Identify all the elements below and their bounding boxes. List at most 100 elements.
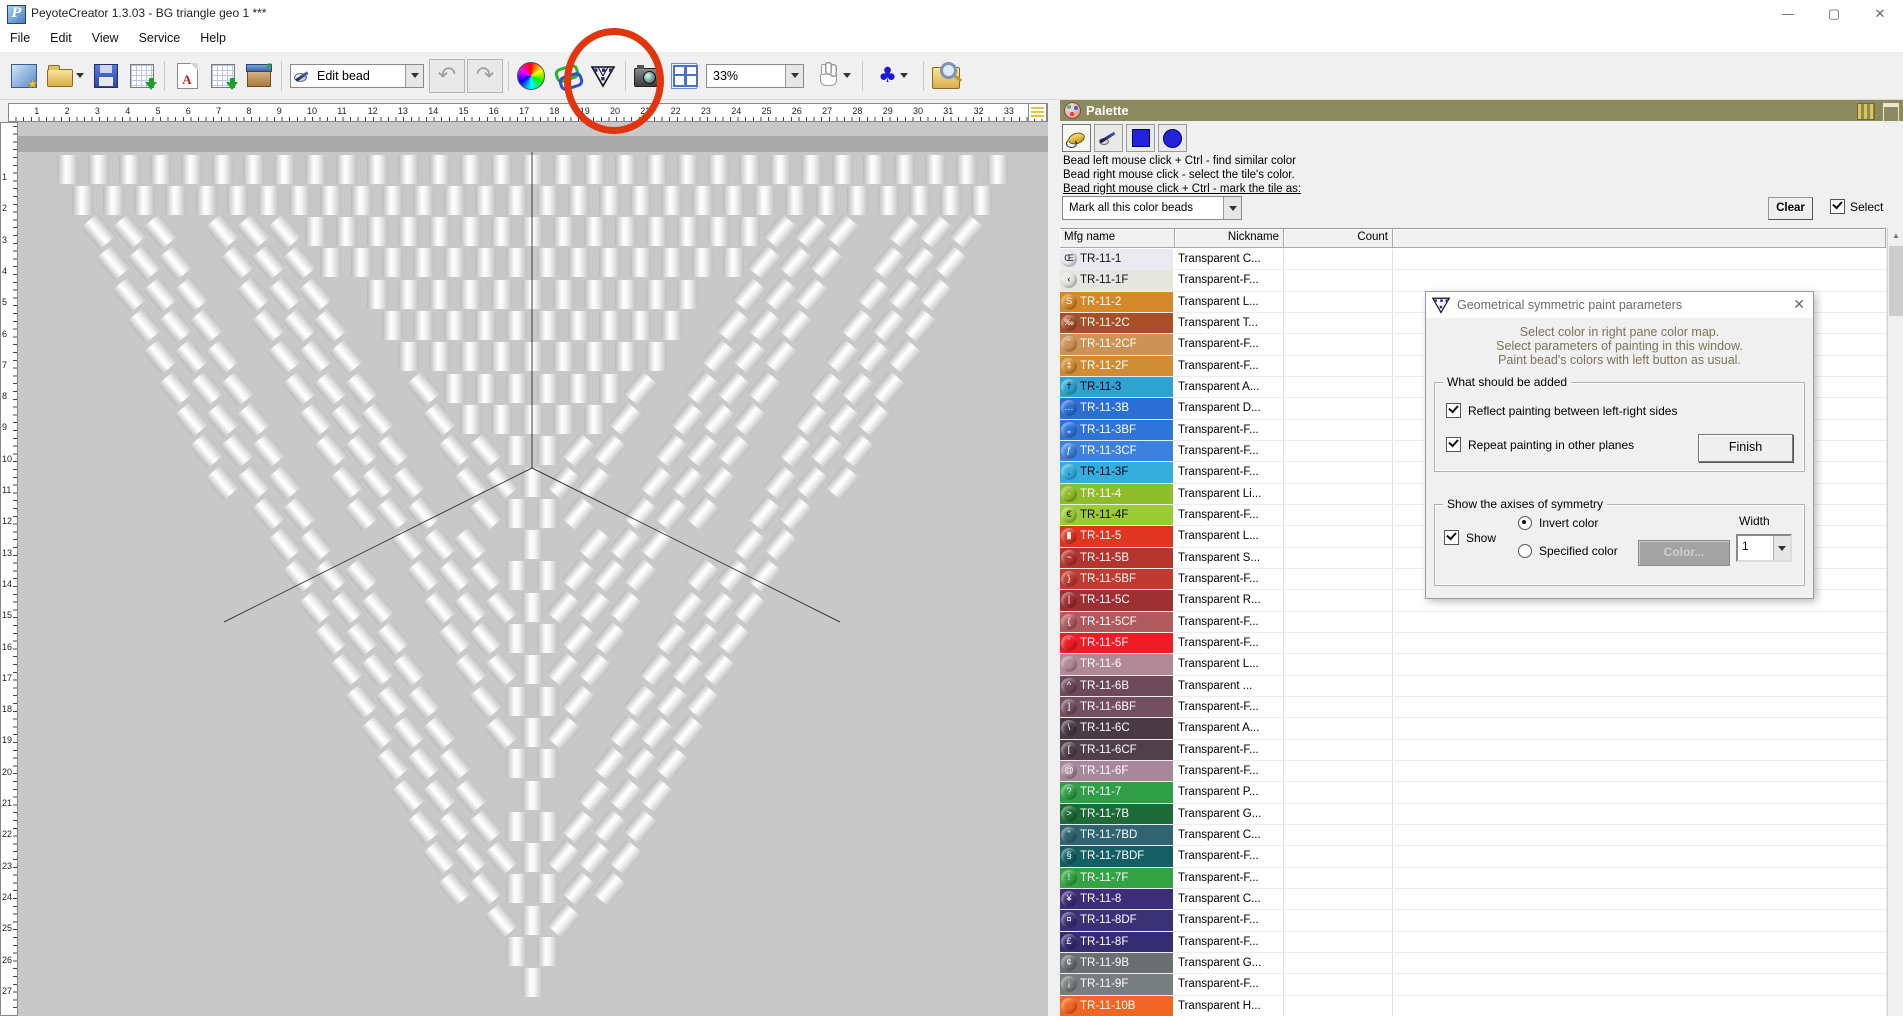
bead[interactable] bbox=[413, 311, 434, 340]
bead[interactable] bbox=[552, 342, 574, 372]
bead[interactable] bbox=[344, 370, 379, 406]
bead[interactable] bbox=[149, 154, 171, 184]
bead[interactable] bbox=[537, 811, 558, 841]
bead[interactable] bbox=[685, 370, 720, 406]
column-header-mfg[interactable]: Mfg name bbox=[1060, 229, 1175, 248]
bead[interactable] bbox=[630, 311, 651, 340]
bead[interactable] bbox=[506, 874, 527, 904]
bead-pen-tool-button[interactable] bbox=[1094, 124, 1123, 152]
bead[interactable] bbox=[778, 245, 813, 281]
bead[interactable] bbox=[561, 808, 596, 845]
bead[interactable] bbox=[444, 185, 465, 215]
bead-color-row[interactable]: TR-11-6 Transparent L... bbox=[1060, 654, 1886, 676]
color-picker-button[interactable]: Color... bbox=[1638, 540, 1730, 566]
bead[interactable] bbox=[638, 714, 674, 751]
bead[interactable] bbox=[459, 404, 481, 434]
bead[interactable] bbox=[537, 937, 558, 966]
bead-color-row[interactable]: > TR-11-7B Transparent G... bbox=[1060, 803, 1886, 825]
bead-color-row[interactable]: ] TR-11-6BF Transparent-F... bbox=[1060, 696, 1886, 719]
bead[interactable] bbox=[328, 338, 364, 375]
bead[interactable] bbox=[669, 714, 705, 751]
bead[interactable] bbox=[769, 154, 791, 184]
bead[interactable] bbox=[909, 185, 930, 215]
bead[interactable] bbox=[452, 651, 488, 688]
bead[interactable] bbox=[490, 154, 512, 184]
bead[interactable] bbox=[437, 871, 472, 907]
bead[interactable] bbox=[382, 248, 403, 278]
bead[interactable] bbox=[320, 248, 341, 278]
bead[interactable] bbox=[235, 401, 271, 438]
bead[interactable] bbox=[561, 620, 596, 657]
bead[interactable] bbox=[707, 154, 729, 184]
bead[interactable] bbox=[406, 558, 441, 594]
bead[interactable] bbox=[816, 185, 837, 215]
bead[interactable] bbox=[437, 620, 472, 657]
bead[interactable] bbox=[72, 185, 93, 215]
bead[interactable] bbox=[700, 464, 736, 500]
bead[interactable] bbox=[437, 745, 472, 782]
bead[interactable] bbox=[421, 777, 457, 813]
bead[interactable] bbox=[397, 217, 419, 247]
bead[interactable] bbox=[878, 185, 899, 215]
bead[interactable] bbox=[506, 248, 527, 278]
bead[interactable] bbox=[645, 154, 667, 184]
bead[interactable] bbox=[537, 498, 558, 528]
bead[interactable] bbox=[778, 495, 813, 532]
bead[interactable] bbox=[645, 217, 667, 247]
bead[interactable] bbox=[475, 311, 496, 340]
bead[interactable] bbox=[592, 432, 627, 469]
show-checkbox-row[interactable]: Show bbox=[1444, 530, 1496, 545]
bead-color-row[interactable]: ¡ TR-11-9F Transparent-F... bbox=[1060, 974, 1886, 996]
bead[interactable] bbox=[304, 154, 326, 184]
bead[interactable] bbox=[607, 839, 643, 876]
bead[interactable] bbox=[421, 839, 457, 876]
bead[interactable] bbox=[173, 276, 209, 313]
bead[interactable] bbox=[313, 620, 348, 657]
bead[interactable] bbox=[96, 245, 131, 281]
bead[interactable] bbox=[180, 154, 202, 184]
bead[interactable] bbox=[452, 839, 488, 876]
bead[interactable] bbox=[568, 311, 589, 340]
bead[interactable] bbox=[599, 248, 620, 278]
bead-color-row[interactable]: {TR-11-5CF Transparent-F... bbox=[1060, 611, 1886, 633]
bead[interactable] bbox=[824, 213, 860, 250]
bead[interactable] bbox=[204, 401, 240, 438]
bead[interactable] bbox=[537, 624, 558, 653]
bead[interactable] bbox=[614, 342, 636, 372]
bead[interactable] bbox=[483, 714, 519, 751]
maximize-button[interactable]: ▢ bbox=[1827, 6, 1841, 21]
bead[interactable] bbox=[468, 871, 503, 907]
bead-color-row[interactable]: ¢ TR-11-9B Transparent G... bbox=[1060, 952, 1886, 975]
bead[interactable] bbox=[320, 185, 341, 215]
bead[interactable] bbox=[561, 558, 596, 594]
bead[interactable] bbox=[251, 245, 286, 281]
bead[interactable] bbox=[328, 651, 364, 688]
bead[interactable] bbox=[490, 279, 512, 309]
bead[interactable] bbox=[344, 683, 379, 719]
bead[interactable] bbox=[809, 370, 844, 406]
bead[interactable] bbox=[266, 213, 302, 250]
bead[interactable] bbox=[437, 558, 472, 594]
select-checkbox-group[interactable]: Select bbox=[1830, 199, 1883, 214]
bead[interactable] bbox=[521, 217, 543, 247]
bead[interactable] bbox=[452, 777, 488, 813]
bead[interactable] bbox=[189, 307, 224, 344]
finish-button[interactable]: Finish bbox=[1698, 434, 1793, 462]
bead[interactable] bbox=[902, 307, 937, 344]
bead[interactable] bbox=[397, 154, 419, 184]
bead[interactable] bbox=[747, 307, 782, 344]
bead[interactable] bbox=[638, 526, 674, 563]
bead[interactable] bbox=[344, 495, 379, 532]
bead[interactable] bbox=[762, 526, 798, 563]
bead[interactable] bbox=[738, 154, 760, 184]
bead[interactable] bbox=[204, 338, 240, 375]
bead[interactable] bbox=[297, 338, 333, 375]
bead[interactable] bbox=[251, 307, 286, 344]
bead[interactable] bbox=[568, 373, 589, 403]
bead[interactable] bbox=[165, 185, 186, 215]
bead[interactable] bbox=[227, 185, 248, 215]
bead[interactable] bbox=[413, 248, 434, 278]
bead[interactable] bbox=[692, 248, 713, 278]
bead[interactable] bbox=[521, 467, 543, 497]
specified-color-radio-row[interactable]: Specified color bbox=[1518, 544, 1618, 558]
